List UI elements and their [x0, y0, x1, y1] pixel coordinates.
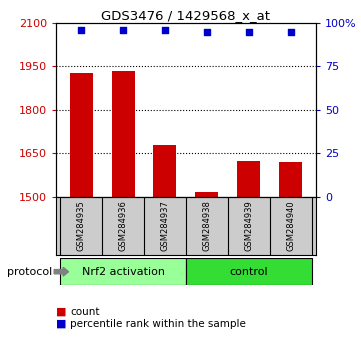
Point: [204, 29, 210, 35]
Text: GSM284940: GSM284940: [286, 201, 295, 251]
Bar: [279, 161, 302, 197]
Text: protocol: protocol: [7, 267, 52, 277]
Title: GDS3476 / 1429568_x_at: GDS3476 / 1429568_x_at: [101, 9, 270, 22]
Text: GSM284938: GSM284938: [203, 200, 212, 251]
Bar: [112, 71, 135, 197]
Bar: [186, 258, 312, 285]
Bar: [153, 145, 177, 197]
Text: ■: ■: [56, 307, 66, 316]
Text: ■: ■: [56, 319, 66, 329]
Point: [288, 29, 293, 35]
Point: [120, 27, 126, 33]
Point: [162, 27, 168, 33]
Point: [246, 29, 252, 35]
Text: Nrf2 activation: Nrf2 activation: [82, 267, 165, 277]
Bar: [195, 192, 218, 197]
Bar: [237, 161, 260, 197]
Bar: [60, 258, 186, 285]
Text: GSM284939: GSM284939: [244, 200, 253, 251]
Point: [78, 27, 84, 33]
Text: GSM284937: GSM284937: [160, 200, 169, 251]
Text: GSM284935: GSM284935: [77, 200, 86, 251]
Text: control: control: [230, 267, 268, 277]
Bar: [70, 73, 93, 197]
Text: count: count: [70, 307, 100, 316]
Text: percentile rank within the sample: percentile rank within the sample: [70, 319, 246, 329]
Text: GSM284936: GSM284936: [118, 200, 127, 251]
